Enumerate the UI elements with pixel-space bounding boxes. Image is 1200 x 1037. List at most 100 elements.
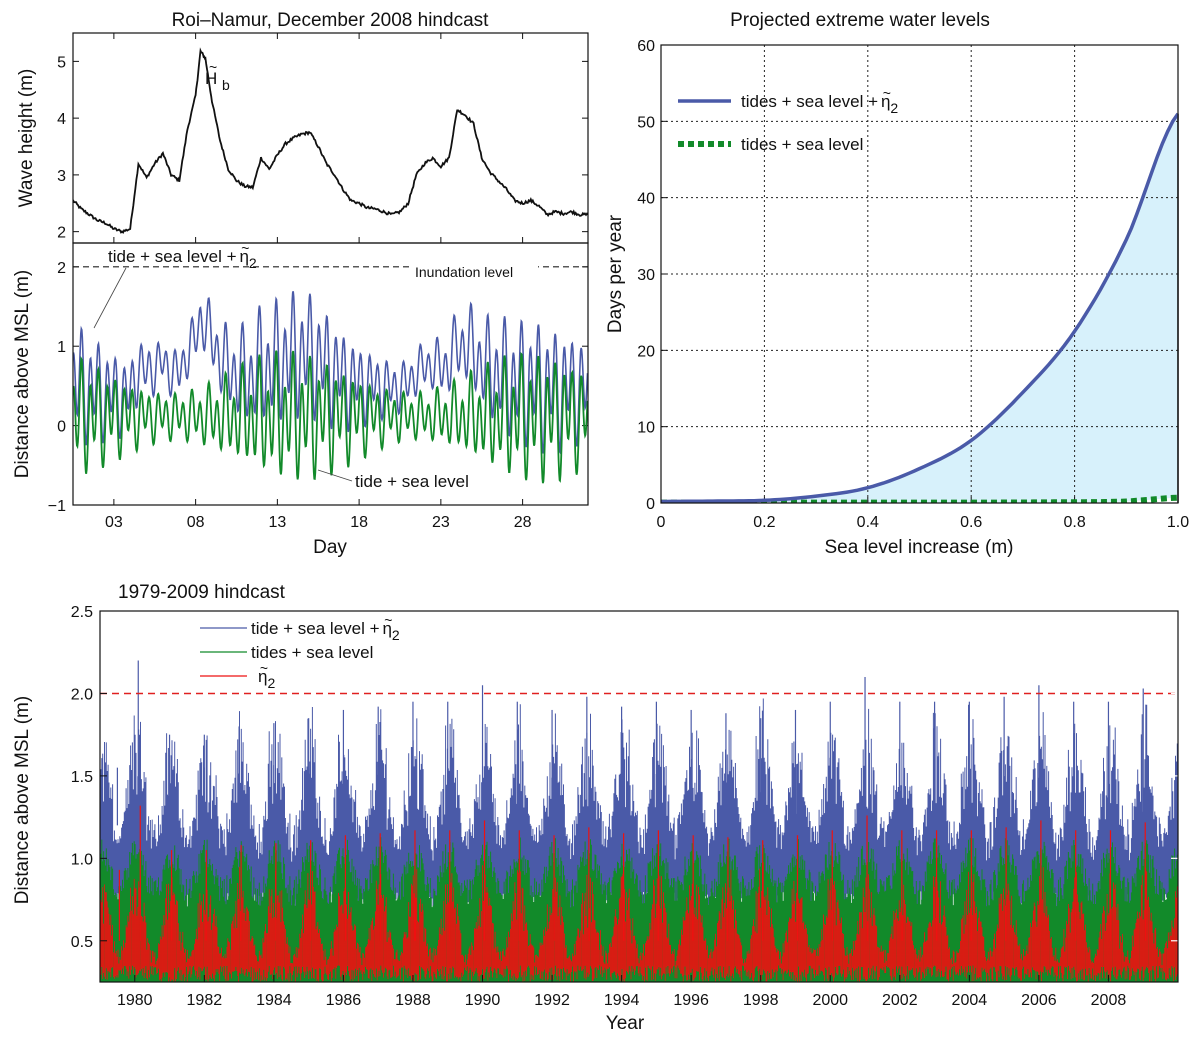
hindcast-ytick-label: 1.5 — [71, 769, 93, 786]
hindcast-ytick-label: 1.0 — [71, 851, 93, 868]
eta-base: η — [239, 247, 248, 266]
hb-base: H — [205, 69, 217, 88]
tide-ticks: −1 0 1 2 03 08 13 18 23 28 — [48, 260, 588, 531]
hb-annotation: ~ H b — [205, 57, 230, 93]
tide-sealevel-line — [73, 350, 588, 484]
projection-axes-box — [660, 44, 1179, 504]
tide-xtick-label: 13 — [268, 514, 286, 531]
wave-ylabel: Wave height (m) — [16, 69, 37, 208]
hind-legend-green-label: tides + sea level — [251, 643, 373, 662]
wave-axes-box — [72, 32, 589, 244]
hindcast-xtick-label: 2008 — [1091, 992, 1127, 1009]
eta-sub: 2 — [249, 255, 257, 271]
projection-ytick-label: 40 — [637, 191, 655, 208]
tide-xtick-label: 08 — [187, 514, 205, 531]
wave-height-line — [73, 47, 588, 235]
tide-ytick-label: 1 — [57, 339, 66, 356]
hind-red-sub: 2 — [267, 675, 275, 691]
hindcast-xtick-label: 2006 — [1021, 992, 1057, 1009]
projection-title: Projected extreme water levels — [730, 10, 990, 31]
hind-legend-red-label: ~η2 — [258, 660, 275, 691]
hindcast-xtick-label: 1992 — [534, 992, 570, 1009]
legend-eta-sub: 2 — [890, 100, 898, 116]
hind-red-accent: ~ — [260, 660, 268, 676]
projection-xtick-label: 0.6 — [960, 514, 982, 531]
hindcast-xtick-label: 1990 — [465, 992, 501, 1009]
wave-ytick-label: 5 — [57, 54, 66, 71]
tide-ytick-label: 0 — [57, 419, 66, 436]
eta-accent: ~ — [241, 240, 249, 256]
projection-fill — [661, 113, 1178, 503]
tide-blue-label-text: tide + sea level + — [108, 247, 241, 266]
tide-blue-label: tide + sea level + ~η2 — [108, 240, 257, 271]
hindcast-ylabel: Distance above MSL (m) — [12, 696, 33, 904]
legend-green-label: tides + sea level — [741, 135, 863, 154]
tide-sealevel-eta-line — [73, 291, 588, 455]
hindcast-xlabel: Year — [606, 1013, 645, 1034]
wave-ytick-label: 2 — [57, 225, 66, 242]
projection-ytick-label: 60 — [637, 38, 655, 55]
tide-xtick-label: 18 — [350, 514, 368, 531]
projection-legend: tides + sea level + ~η2 tides + sea leve… — [678, 85, 898, 154]
hind-eta-sub: 2 — [392, 627, 400, 643]
tide-panel: −1 0 1 2 03 08 13 18 23 28 Inundation level tide … — [12, 240, 589, 558]
wave-ytick-label: 4 — [57, 111, 66, 128]
hindcast-blue-trace — [100, 698, 1178, 925]
hindcast-ytick-label: 2.0 — [71, 686, 93, 703]
hindcast-xtick-label: 1982 — [187, 992, 223, 1009]
projection-xlabel: Sea level increase (m) — [824, 537, 1013, 558]
legend-blue-text: tides + sea level + — [741, 92, 883, 111]
projection-xtick-label: 0.8 — [1063, 514, 1085, 531]
tide-xtick-label: 23 — [432, 514, 450, 531]
tide-ytick-label: −1 — [48, 498, 66, 515]
hindcast-ticks: 0.5 1.0 1.5 2.0 2.5 1980 1982 1984 1986 1988 1990 1… — [71, 604, 1178, 1009]
hindcast-eta-series — [100, 805, 1178, 982]
legend-blue-label: tides + sea level + ~η2 — [741, 85, 898, 116]
hind-eta-base: η — [382, 619, 391, 638]
hindcast-xtick-label: 2004 — [952, 992, 988, 1009]
hindcast-xtick-label: 2002 — [882, 992, 918, 1009]
wave-panel-title: Roi–Namur, December 2008 hindcast — [172, 10, 490, 31]
tide-xtick-label: 03 — [105, 514, 123, 531]
blue-label-pointer — [93, 267, 127, 329]
hindcast-ytick-label: 2.5 — [71, 604, 93, 621]
projection-xtick-label: 0 — [657, 514, 666, 531]
hindcast-xtick-label: 1996 — [673, 992, 709, 1009]
hind-red-base: η — [258, 667, 267, 686]
tide-xtick-label: 28 — [514, 514, 532, 531]
hindcast-title: 1979-2009 hindcast — [118, 582, 286, 603]
projection-ytick-label: 30 — [637, 267, 655, 284]
projection-xtick-label: 1.0 — [1167, 514, 1189, 531]
wave-height-panel: Roi–Namur, December 2008 hindcast 2 3 4 5 ~… — [16, 10, 589, 244]
legend-eta-accent: ~ — [883, 85, 891, 101]
hindcast-ytick-label: 0.5 — [71, 934, 93, 951]
hindcast-xtick-label: 1994 — [604, 992, 640, 1009]
projection-xtick-label: 0.4 — [857, 514, 879, 531]
tide-ytick-label: 2 — [57, 260, 66, 277]
projection-ylabel: Days per year — [605, 214, 626, 333]
tide-axes-box — [72, 242, 589, 506]
hindcast-xtick-label: 1986 — [326, 992, 362, 1009]
hind-eta-accent: ~ — [384, 612, 392, 628]
hind-legend-blue-label: tide + sea level + ~η2 — [251, 612, 400, 643]
inundation-label-bg — [410, 262, 538, 282]
tide-xlabel: Day — [313, 537, 347, 558]
tide-green-label: tide + sea level — [355, 472, 469, 491]
projection-xtick-label: 0.2 — [753, 514, 775, 531]
projection-ytick-label: 20 — [637, 343, 655, 360]
projection-ytick-label: 10 — [637, 420, 655, 437]
hindcast-axes-box — [99, 610, 1179, 983]
hindcast-tide-eta-series — [100, 660, 1178, 925]
projection-tides-line — [661, 494, 1178, 503]
wave-ytick-label: 3 — [57, 168, 66, 185]
green-label-pointer — [317, 469, 353, 482]
hindcast-panel: 1979-2009 hindcast 0.5 1.0 1.5 2.0 2.5 1980 19… — [12, 582, 1179, 1034]
tide-ylabel: Distance above MSL (m) — [12, 270, 33, 478]
hb-sub: b — [222, 77, 230, 93]
wave-ticks: 2 3 4 5 — [57, 33, 588, 243]
hindcast-xtick-label: 1998 — [743, 992, 779, 1009]
hindcast-xtick-label: 2000 — [812, 992, 848, 1009]
projection-ytick-label: 50 — [637, 114, 655, 131]
hindcast-legend: tide + sea level + ~η2 tides + sea level… — [200, 612, 400, 691]
